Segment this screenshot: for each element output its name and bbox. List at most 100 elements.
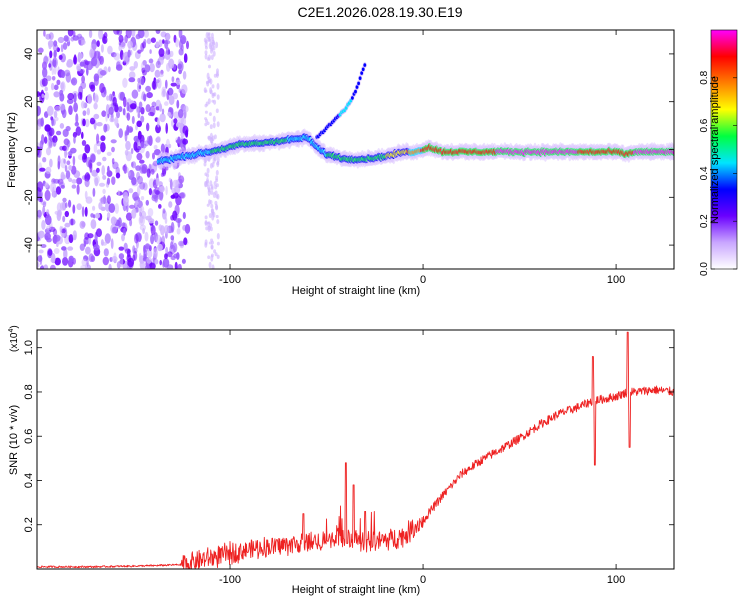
noise-speck	[75, 126, 82, 136]
noise-speck	[156, 136, 161, 143]
noise-speck	[131, 161, 137, 169]
noise-speck	[42, 157, 47, 163]
noise-speck	[49, 264, 56, 269]
noise-speck	[152, 152, 155, 160]
noise-speck	[64, 165, 68, 172]
noise-speck	[164, 39, 169, 49]
noise-speck	[216, 162, 220, 166]
noise-speck	[123, 227, 126, 236]
noise-speck	[104, 233, 111, 244]
noise-speck	[157, 243, 163, 252]
noise-speck	[167, 251, 173, 258]
noise-speck	[166, 90, 170, 101]
noise-speck	[210, 54, 214, 61]
noise-speck	[59, 181, 65, 188]
noise-speck	[210, 244, 214, 250]
noise-speck	[93, 244, 100, 251]
noise-speck	[60, 184, 65, 189]
noise-speck	[101, 110, 107, 117]
noise-speck	[136, 185, 141, 197]
noise-speck	[84, 206, 88, 217]
colorbar-tick-label: 0.2	[699, 214, 710, 228]
noise-speck	[60, 82, 65, 90]
noise-speck	[149, 262, 156, 269]
noise-speck	[47, 249, 53, 256]
noise-speck	[215, 108, 219, 114]
noise-speck	[100, 44, 104, 53]
noise-speck	[143, 30, 149, 38]
noise-speck	[173, 118, 178, 124]
noise-speck	[139, 159, 145, 164]
noise-speck	[76, 184, 80, 195]
noise-speck	[62, 215, 66, 223]
noise-speck	[178, 48, 184, 56]
noise-speck	[99, 55, 104, 65]
noise-speck	[53, 248, 60, 254]
noise-speck	[118, 253, 125, 260]
noise-speck	[142, 60, 147, 66]
noise-speck	[81, 140, 87, 146]
noise-speck	[103, 248, 109, 257]
noise-speck	[214, 190, 218, 196]
noise-speck	[124, 248, 131, 254]
noise-speck	[102, 256, 110, 266]
noise-speck	[171, 76, 175, 83]
noise-speck	[101, 241, 108, 246]
noise-speck	[153, 144, 158, 150]
noise-speck	[107, 66, 111, 73]
noise-speck	[128, 204, 136, 209]
colorbar-tick-label: 0.0	[699, 262, 710, 276]
noise-speck	[142, 228, 146, 234]
noise-speck	[165, 185, 168, 196]
noise-speck	[128, 188, 134, 194]
noise-speck	[168, 143, 172, 149]
noise-speck	[125, 30, 132, 39]
noise-speck	[145, 199, 149, 206]
noise-speck	[143, 249, 148, 259]
snr-ylabel: SNR (10 * v/v)	[8, 405, 20, 475]
noise-speck	[169, 50, 174, 58]
noise-speck	[44, 136, 48, 144]
colorbar-gradient	[710, 29, 738, 270]
spectral-point	[355, 85, 359, 89]
noise-speck	[90, 213, 94, 218]
noise-speck	[129, 127, 133, 133]
noise-speck	[90, 43, 97, 50]
noise-speck	[204, 50, 208, 55]
noise-speck	[126, 101, 130, 112]
noise-speck	[121, 233, 125, 242]
noise-speck	[133, 141, 138, 151]
noise-speck	[46, 225, 52, 231]
noise-speck	[86, 256, 89, 267]
noise-speck	[107, 45, 113, 55]
noise-speck	[53, 91, 60, 98]
noise-speck	[144, 231, 149, 242]
colorbar-tick-label: 0.8	[699, 70, 710, 84]
noise-speck	[66, 60, 73, 68]
noise-speck	[117, 217, 122, 228]
noise-speck	[113, 252, 117, 261]
noise-speck	[68, 177, 73, 182]
noise-speck	[203, 87, 207, 93]
noise-speck	[57, 209, 62, 217]
noise-speck	[164, 253, 168, 260]
noise-speck	[204, 46, 208, 50]
noise-speck	[161, 86, 167, 95]
noise-speck	[170, 241, 174, 250]
noise-speck	[129, 218, 133, 227]
noise-speck	[39, 167, 46, 172]
noise-speck	[65, 144, 69, 151]
noise-speck	[170, 194, 176, 199]
noise-speck	[53, 50, 57, 58]
noise-speck	[74, 121, 80, 127]
noise-speck	[82, 110, 87, 116]
noise-speck	[80, 81, 87, 90]
y-tick-label: 20	[23, 96, 35, 108]
noise-speck	[118, 44, 122, 52]
noise-speck	[137, 49, 142, 54]
noise-speck	[48, 32, 54, 40]
spectral-point	[360, 71, 364, 75]
noise-speck	[76, 177, 83, 185]
noise-speck	[53, 178, 60, 184]
noise-speck	[209, 162, 213, 169]
